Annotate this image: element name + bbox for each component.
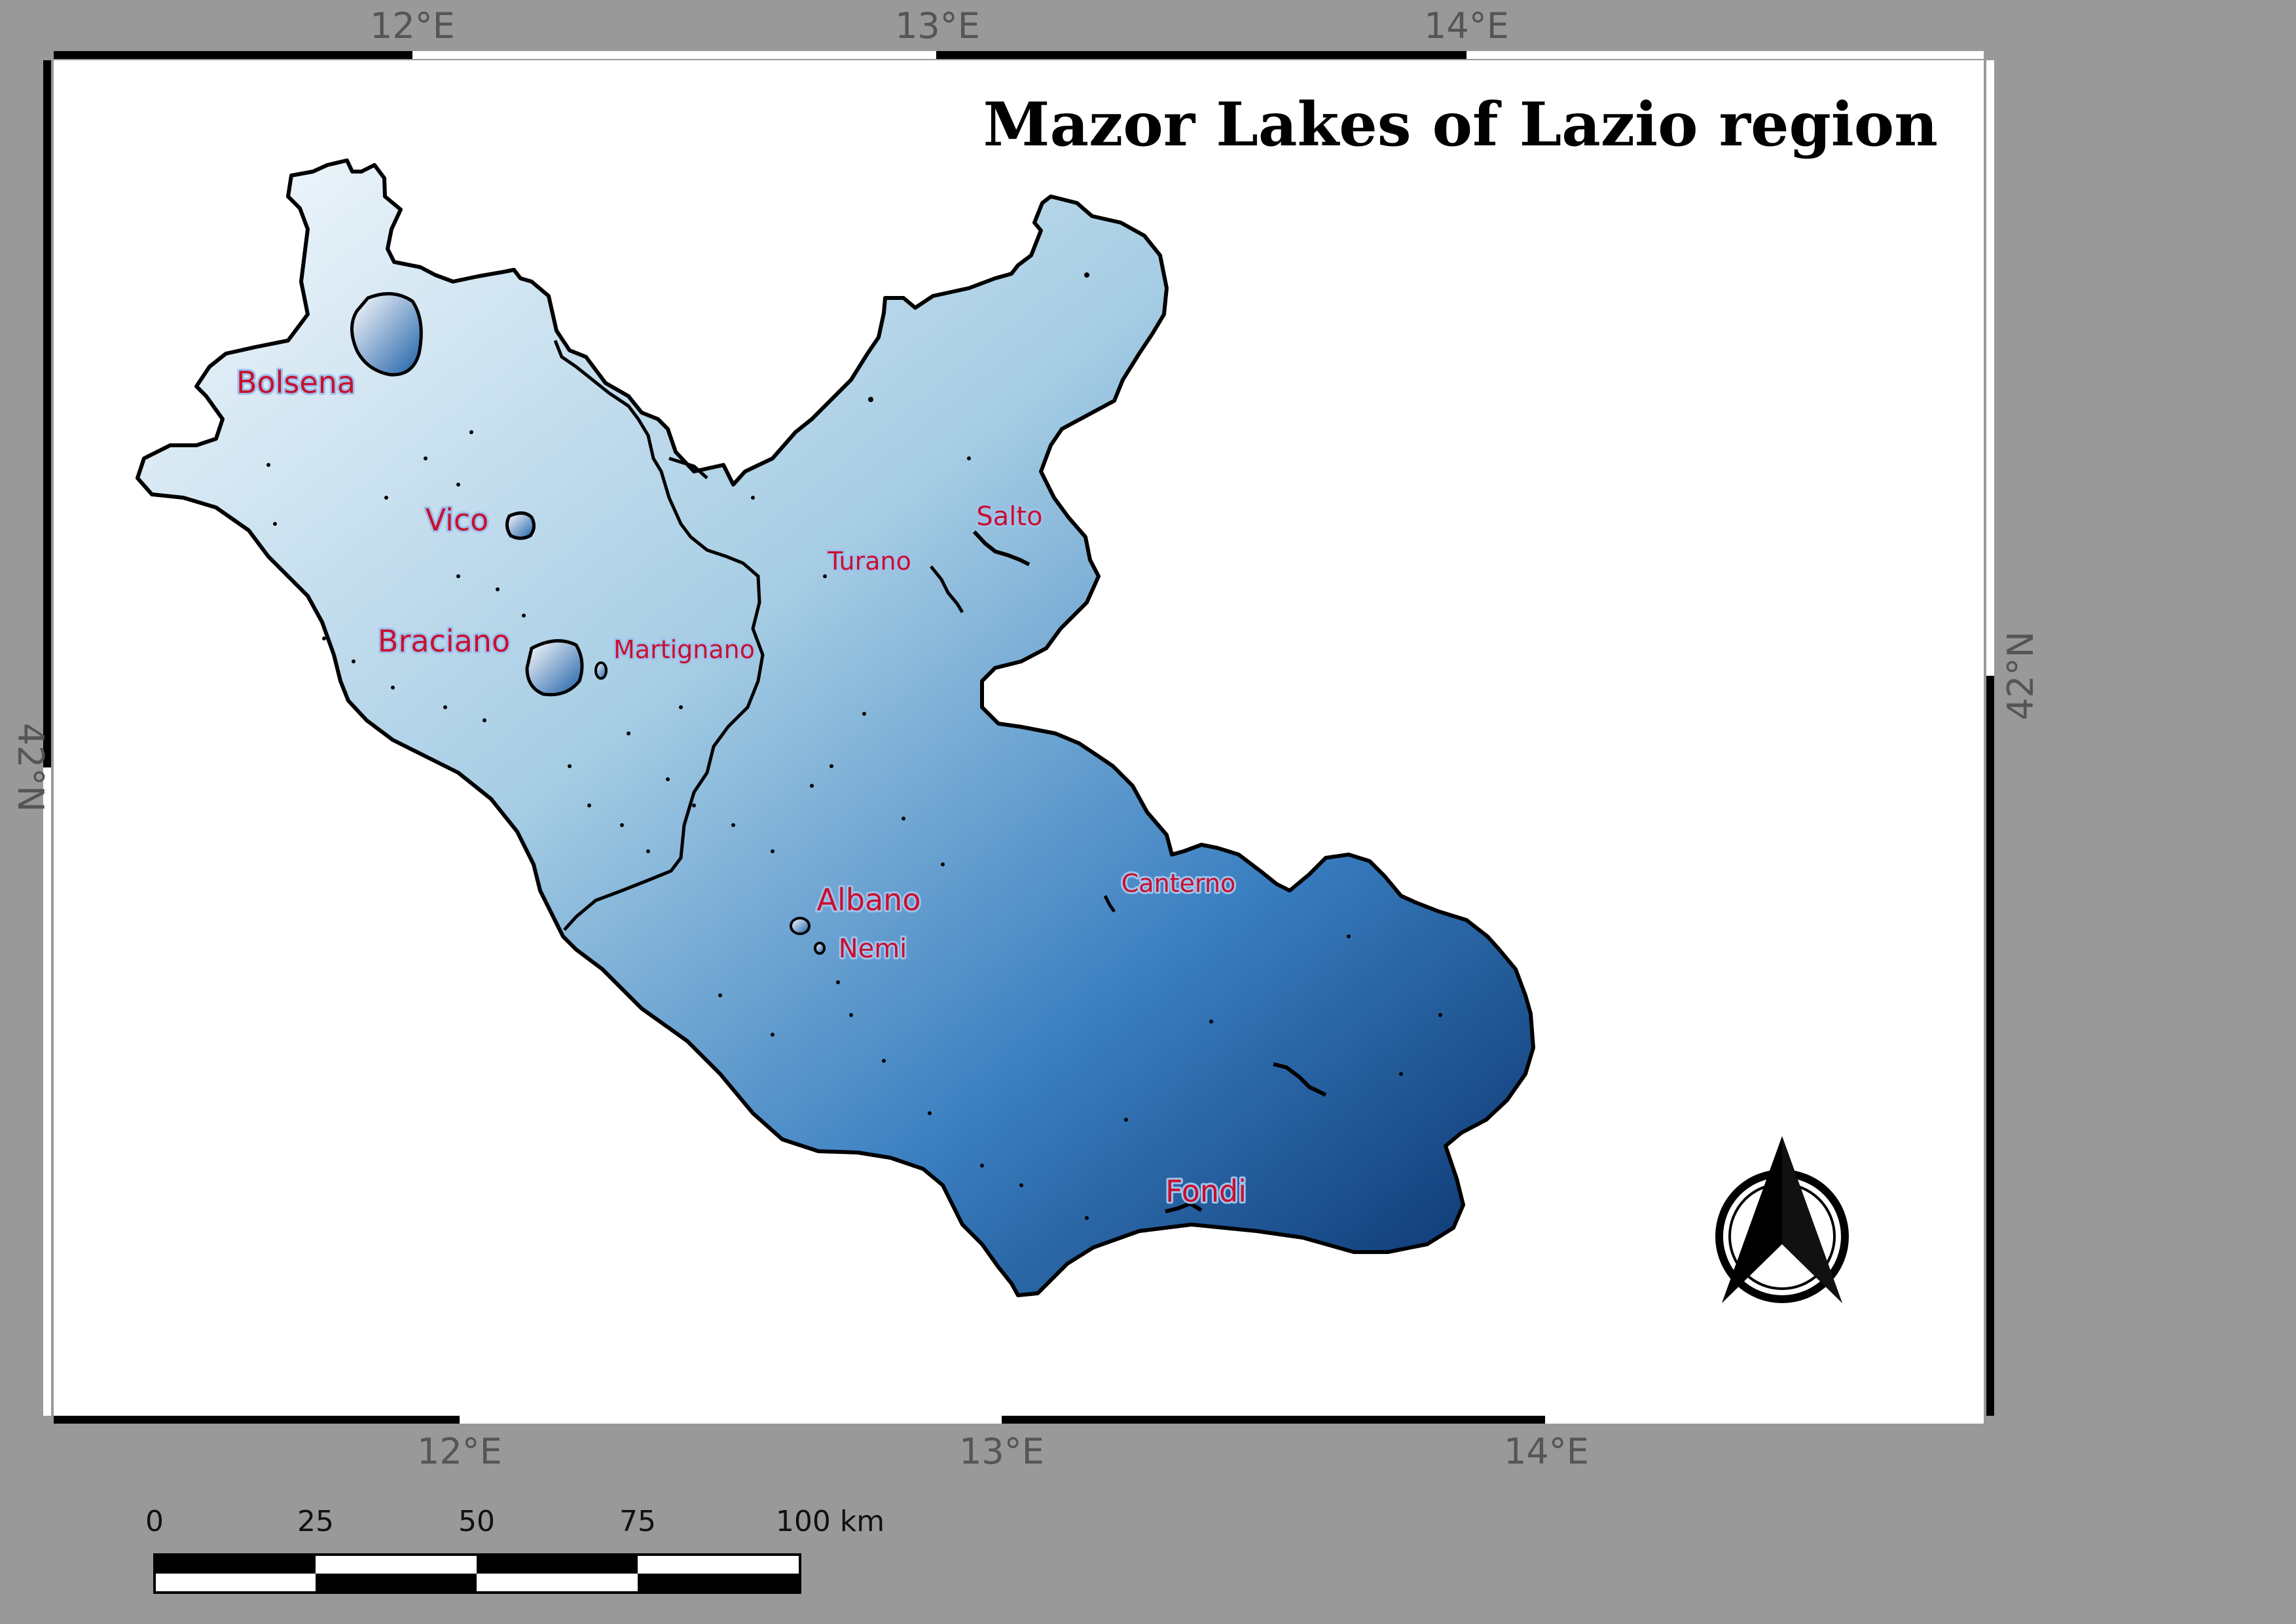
lake-turano[interactable]	[930, 565, 964, 614]
scale-tick-75: 75	[619, 1505, 656, 1538]
lake-east-river	[1273, 1062, 1327, 1097]
top-lon-label-14: 14°E	[1424, 5, 1509, 46]
scale-tick-0: 0	[145, 1505, 164, 1538]
bottom-lon-label-12: 12°E	[417, 1431, 502, 1472]
bottom-lon-label-13: 13°E	[959, 1431, 1044, 1472]
map-title: Mazor Lakes of Lazio region	[983, 89, 1938, 160]
province-boundary	[553, 340, 765, 931]
lake-label-vico: Vico	[426, 502, 489, 538]
lake-label-canterno: Canterno	[1121, 869, 1235, 898]
lake-bolsena[interactable]	[350, 292, 423, 377]
lake-canterno[interactable]	[1103, 895, 1116, 913]
lake-salto[interactable]	[972, 530, 1030, 566]
lake-albano[interactable]	[790, 917, 811, 935]
frame-bars	[43, 51, 1994, 1424]
top-lon-label-13: 13°E	[895, 5, 980, 46]
left-lat-label: 42°N	[10, 723, 51, 812]
scale-tick-25: 25	[297, 1505, 334, 1538]
lake-label-bolsena: Bolsena	[236, 365, 355, 400]
top-lon-label-12: 12°E	[370, 5, 455, 46]
right-lat-label: 42°N	[2000, 631, 2041, 720]
lake-label-martignano: Martignano	[613, 635, 755, 664]
lake-martignano[interactable]	[594, 661, 608, 680]
bottom-lon-label-14: 14°E	[1504, 1431, 1589, 1472]
lazio-region[interactable]	[136, 158, 1535, 1297]
lake-label-fondi: Fondi	[1165, 1173, 1247, 1209]
small-water-bodies	[266, 272, 1442, 1220]
scale-tick-50: 50	[458, 1505, 495, 1538]
province-boundary-east	[668, 456, 708, 479]
lake-vico[interactable]	[505, 511, 536, 540]
north-arrow-icon	[1715, 1136, 1849, 1303]
lake-fondi[interactable]	[1165, 1201, 1203, 1213]
lake-label-turano: Turano	[827, 547, 911, 576]
lake-nemi[interactable]	[814, 942, 826, 955]
lake-label-albano: Albano	[817, 882, 921, 917]
lake-label-nemi: Nemi	[839, 934, 907, 964]
lake-braciano[interactable]	[525, 639, 584, 697]
scale-tick-100: 100 km	[776, 1505, 884, 1538]
lake-label-salto: Salto	[976, 502, 1042, 532]
scale-bar	[153, 1553, 801, 1594]
lake-label-braciano: Braciano	[378, 623, 510, 659]
